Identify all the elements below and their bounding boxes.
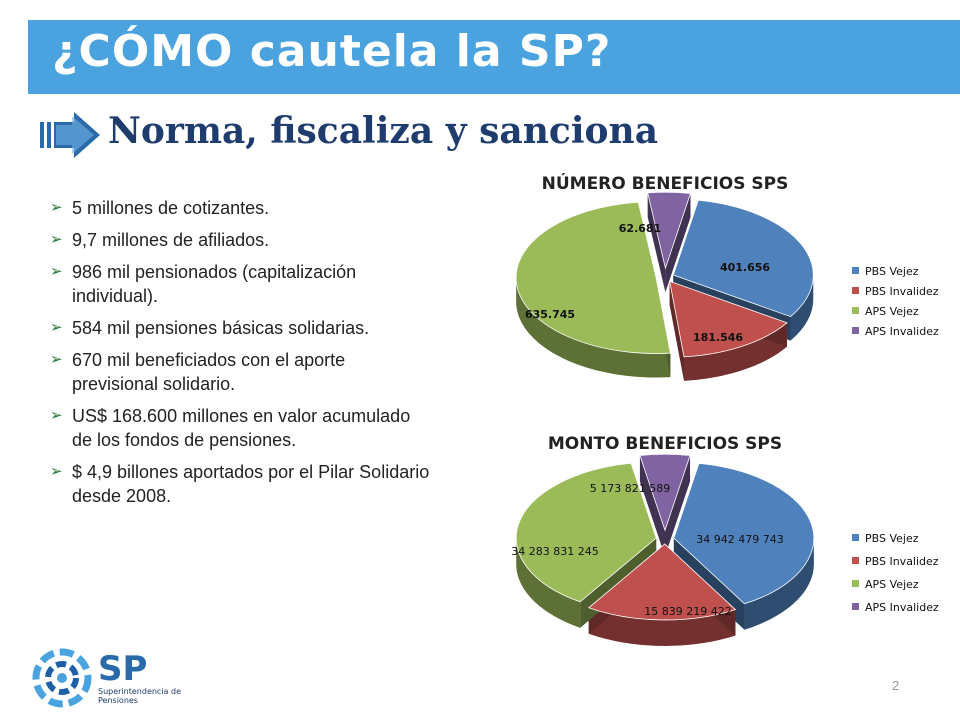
data-label: 15 839 219 422: [644, 605, 731, 618]
chart-legend: PBS Vejez PBS Invalidez APS Vejez APS Inval…: [852, 532, 939, 614]
bullet-arrow-icon: ➢: [50, 199, 63, 216]
data-label: 5 173 821 589: [590, 482, 670, 495]
legend-swatch: [852, 287, 859, 294]
legend-swatch: [852, 307, 859, 314]
pie-chart-monto: MONTO BENEFICIOS SPS 34 942 479 743 15 839…: [511, 434, 939, 646]
legend-label: PBS Vejez: [865, 532, 919, 545]
bullet-arrow-icon: ➢: [50, 407, 63, 424]
chart-legend: PBS Vejez PBS Invalidez APS Vejez APS Inval…: [852, 265, 939, 338]
arrow-right-icon: [40, 112, 100, 158]
pie-chart-numero: NÚMERO BENEFICIOS SPS 401.656 181.546 635.7…: [515, 172, 939, 381]
legend-label: APS Invalidez: [865, 325, 939, 338]
bullet-item: ➢ 986 mil pensionados (capitalización ind…: [50, 262, 357, 306]
legend-swatch: [852, 603, 859, 610]
pie-slice-aps-vejez: [515, 201, 671, 354]
pie-slice-side: [639, 455, 691, 557]
sp-logo: SP Superintendencia de Pensiones: [28, 640, 228, 716]
bullet-arrow-icon: ➢: [50, 319, 63, 336]
bullet-item: ➢ 584 mil pensiones básicas solidarias.: [50, 318, 370, 338]
logo-text: SP: [98, 649, 147, 689]
legend-swatch: [852, 327, 859, 334]
data-label: 34 283 831 245: [511, 545, 598, 558]
title-bar: ¿CÓMO cautela la SP?: [28, 20, 960, 94]
data-label: 62.681: [619, 222, 661, 235]
legend-label: PBS Vejez: [865, 265, 919, 278]
chart-title: MONTO BENEFICIOS SPS: [548, 434, 782, 454]
pie-slice-aps-invalidez: [647, 191, 692, 270]
legend-swatch: [852, 267, 859, 274]
slide-subtitle: Norma, fiscaliza y sanciona: [108, 110, 659, 152]
bullet-item: ➢ 670 mil beneficiados con el aporte prev…: [50, 350, 346, 394]
legend-label: PBS Invalidez: [865, 285, 939, 298]
pie-slice-pbs-vejez: [673, 462, 815, 605]
bullet-item: ➢ US$ 168.600 millones en valor acumulado…: [50, 406, 411, 450]
bullet-list: ➢ 5 millones de cotizantes. ➢ 9,7 millones…: [50, 196, 430, 516]
logo-line2: Pensiones: [98, 696, 138, 705]
sp-logo-icon: SP Superintendencia de Pensiones: [32, 648, 181, 708]
pie-slice-aps-invalidez: [639, 453, 691, 532]
legend-swatch: [852, 534, 859, 541]
page-number: 2: [892, 678, 900, 693]
pie-slice-pbs-invalidez: [587, 543, 737, 621]
bullet-arrow-icon: ➢: [50, 231, 63, 248]
pie-slice-aps-vejez: [515, 462, 657, 603]
bullet-item: ➢ 9,7 millones de afiliados.: [50, 230, 270, 250]
legend-label: APS Vejez: [865, 578, 919, 591]
data-label: 34 942 479 743: [696, 533, 783, 546]
legend-label: PBS Invalidez: [865, 555, 939, 568]
bullet-arrow-icon: ➢: [50, 351, 63, 368]
bullet-arrow-icon: ➢: [50, 463, 63, 480]
chart-title: NÚMERO BENEFICIOS SPS: [542, 172, 789, 194]
legend-swatch: [852, 557, 859, 564]
pie-slice-side: [647, 192, 691, 293]
pie-slice-pbs-vejez: [672, 199, 814, 318]
data-label: 635.745: [525, 308, 575, 321]
logo-line1: Superintendencia de: [98, 687, 181, 696]
bullet-arrow-icon: ➢: [50, 263, 63, 280]
legend-label: APS Invalidez: [865, 601, 939, 614]
data-label: 181.546: [693, 331, 743, 344]
data-label: 401.656: [720, 261, 770, 274]
pie-slice-pbs-invalidez: [669, 280, 788, 358]
legend-swatch: [852, 580, 859, 587]
bullet-item: ➢ 5 millones de cotizantes.: [50, 198, 270, 218]
slide-title: ¿CÓMO cautela la SP?: [52, 26, 612, 77]
bullet-item: ➢ $ 4,9 billones aportados por el Pilar S…: [50, 462, 430, 506]
legend-label: APS Vejez: [865, 305, 919, 318]
